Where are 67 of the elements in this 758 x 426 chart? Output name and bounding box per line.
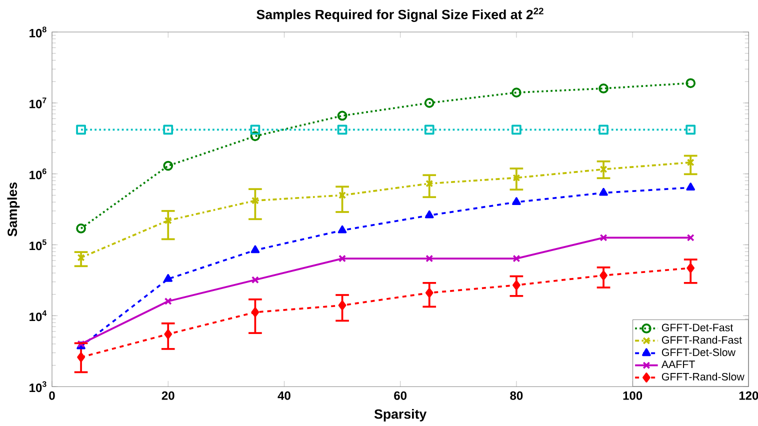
point [338, 254, 346, 262]
point [338, 191, 346, 199]
point [337, 124, 348, 135]
point [251, 196, 259, 204]
point [600, 270, 608, 280]
point [164, 297, 172, 306]
point [512, 124, 522, 135]
y-tick-label: 10$^{7}$ [30, 98, 46, 108]
point [77, 254, 85, 262]
x-tick-label: 0 [49, 391, 55, 400]
point [512, 197, 521, 206]
point [599, 188, 608, 196]
point [338, 225, 347, 234]
point [686, 182, 696, 191]
y-tick-label: 10$^{8}$ [30, 26, 46, 38]
y-tick-label: 10$^{6}$ [30, 168, 46, 180]
point [426, 180, 434, 188]
point [600, 166, 608, 174]
point [424, 124, 434, 135]
point [163, 160, 174, 171]
point [76, 124, 86, 135]
point [338, 300, 346, 310]
y-tick-label: 10$^{3}$ [30, 381, 46, 392]
point [77, 352, 85, 362]
point [512, 174, 520, 182]
point [76, 224, 86, 234]
point [686, 158, 694, 166]
y-axis-title: Samples [7, 182, 20, 236]
point [686, 78, 696, 88]
point [512, 88, 522, 98]
chart-title: Samples Required for Signal Size Fixed at 2$^{22}$ [256, 8, 544, 22]
x-tick-label: 20 [162, 391, 174, 400]
point [426, 254, 434, 262]
point [598, 84, 608, 94]
x-tick-label: 80 [510, 391, 523, 400]
x-tick-label: 100 [623, 391, 642, 400]
x-axis-title: Sparsity [374, 409, 427, 422]
x-tick-label: 120 [739, 391, 758, 400]
y-tick-label: 10$^{4}$ [30, 310, 47, 322]
point [686, 263, 695, 273]
x-tick-label: 40 [278, 391, 290, 400]
point [250, 131, 260, 142]
point [251, 307, 260, 318]
point [600, 234, 608, 242]
point [164, 329, 172, 340]
point [512, 254, 520, 262]
point [424, 210, 434, 218]
legend-label: AAFFT [661, 360, 695, 368]
point [686, 234, 694, 242]
point [424, 98, 434, 108]
point [250, 124, 260, 135]
legend-label: GFFT-Rand-Slow [662, 372, 744, 380]
x-tick-label: 60 [394, 391, 407, 400]
point [251, 276, 259, 284]
point [425, 288, 434, 298]
point [163, 124, 174, 135]
point [512, 280, 520, 290]
y-tick-label: 10$^{5}$ [30, 239, 46, 250]
legend-label: GFFT-Det-Slow [662, 348, 736, 356]
point [337, 110, 348, 121]
point [686, 124, 696, 135]
point [164, 274, 173, 282]
point [598, 124, 608, 135]
point [250, 245, 260, 254]
legend-label: GFFT-Det-Fast [662, 324, 734, 332]
point [164, 216, 172, 224]
legend-label: GFFT-Rand-Fast [662, 336, 742, 344]
